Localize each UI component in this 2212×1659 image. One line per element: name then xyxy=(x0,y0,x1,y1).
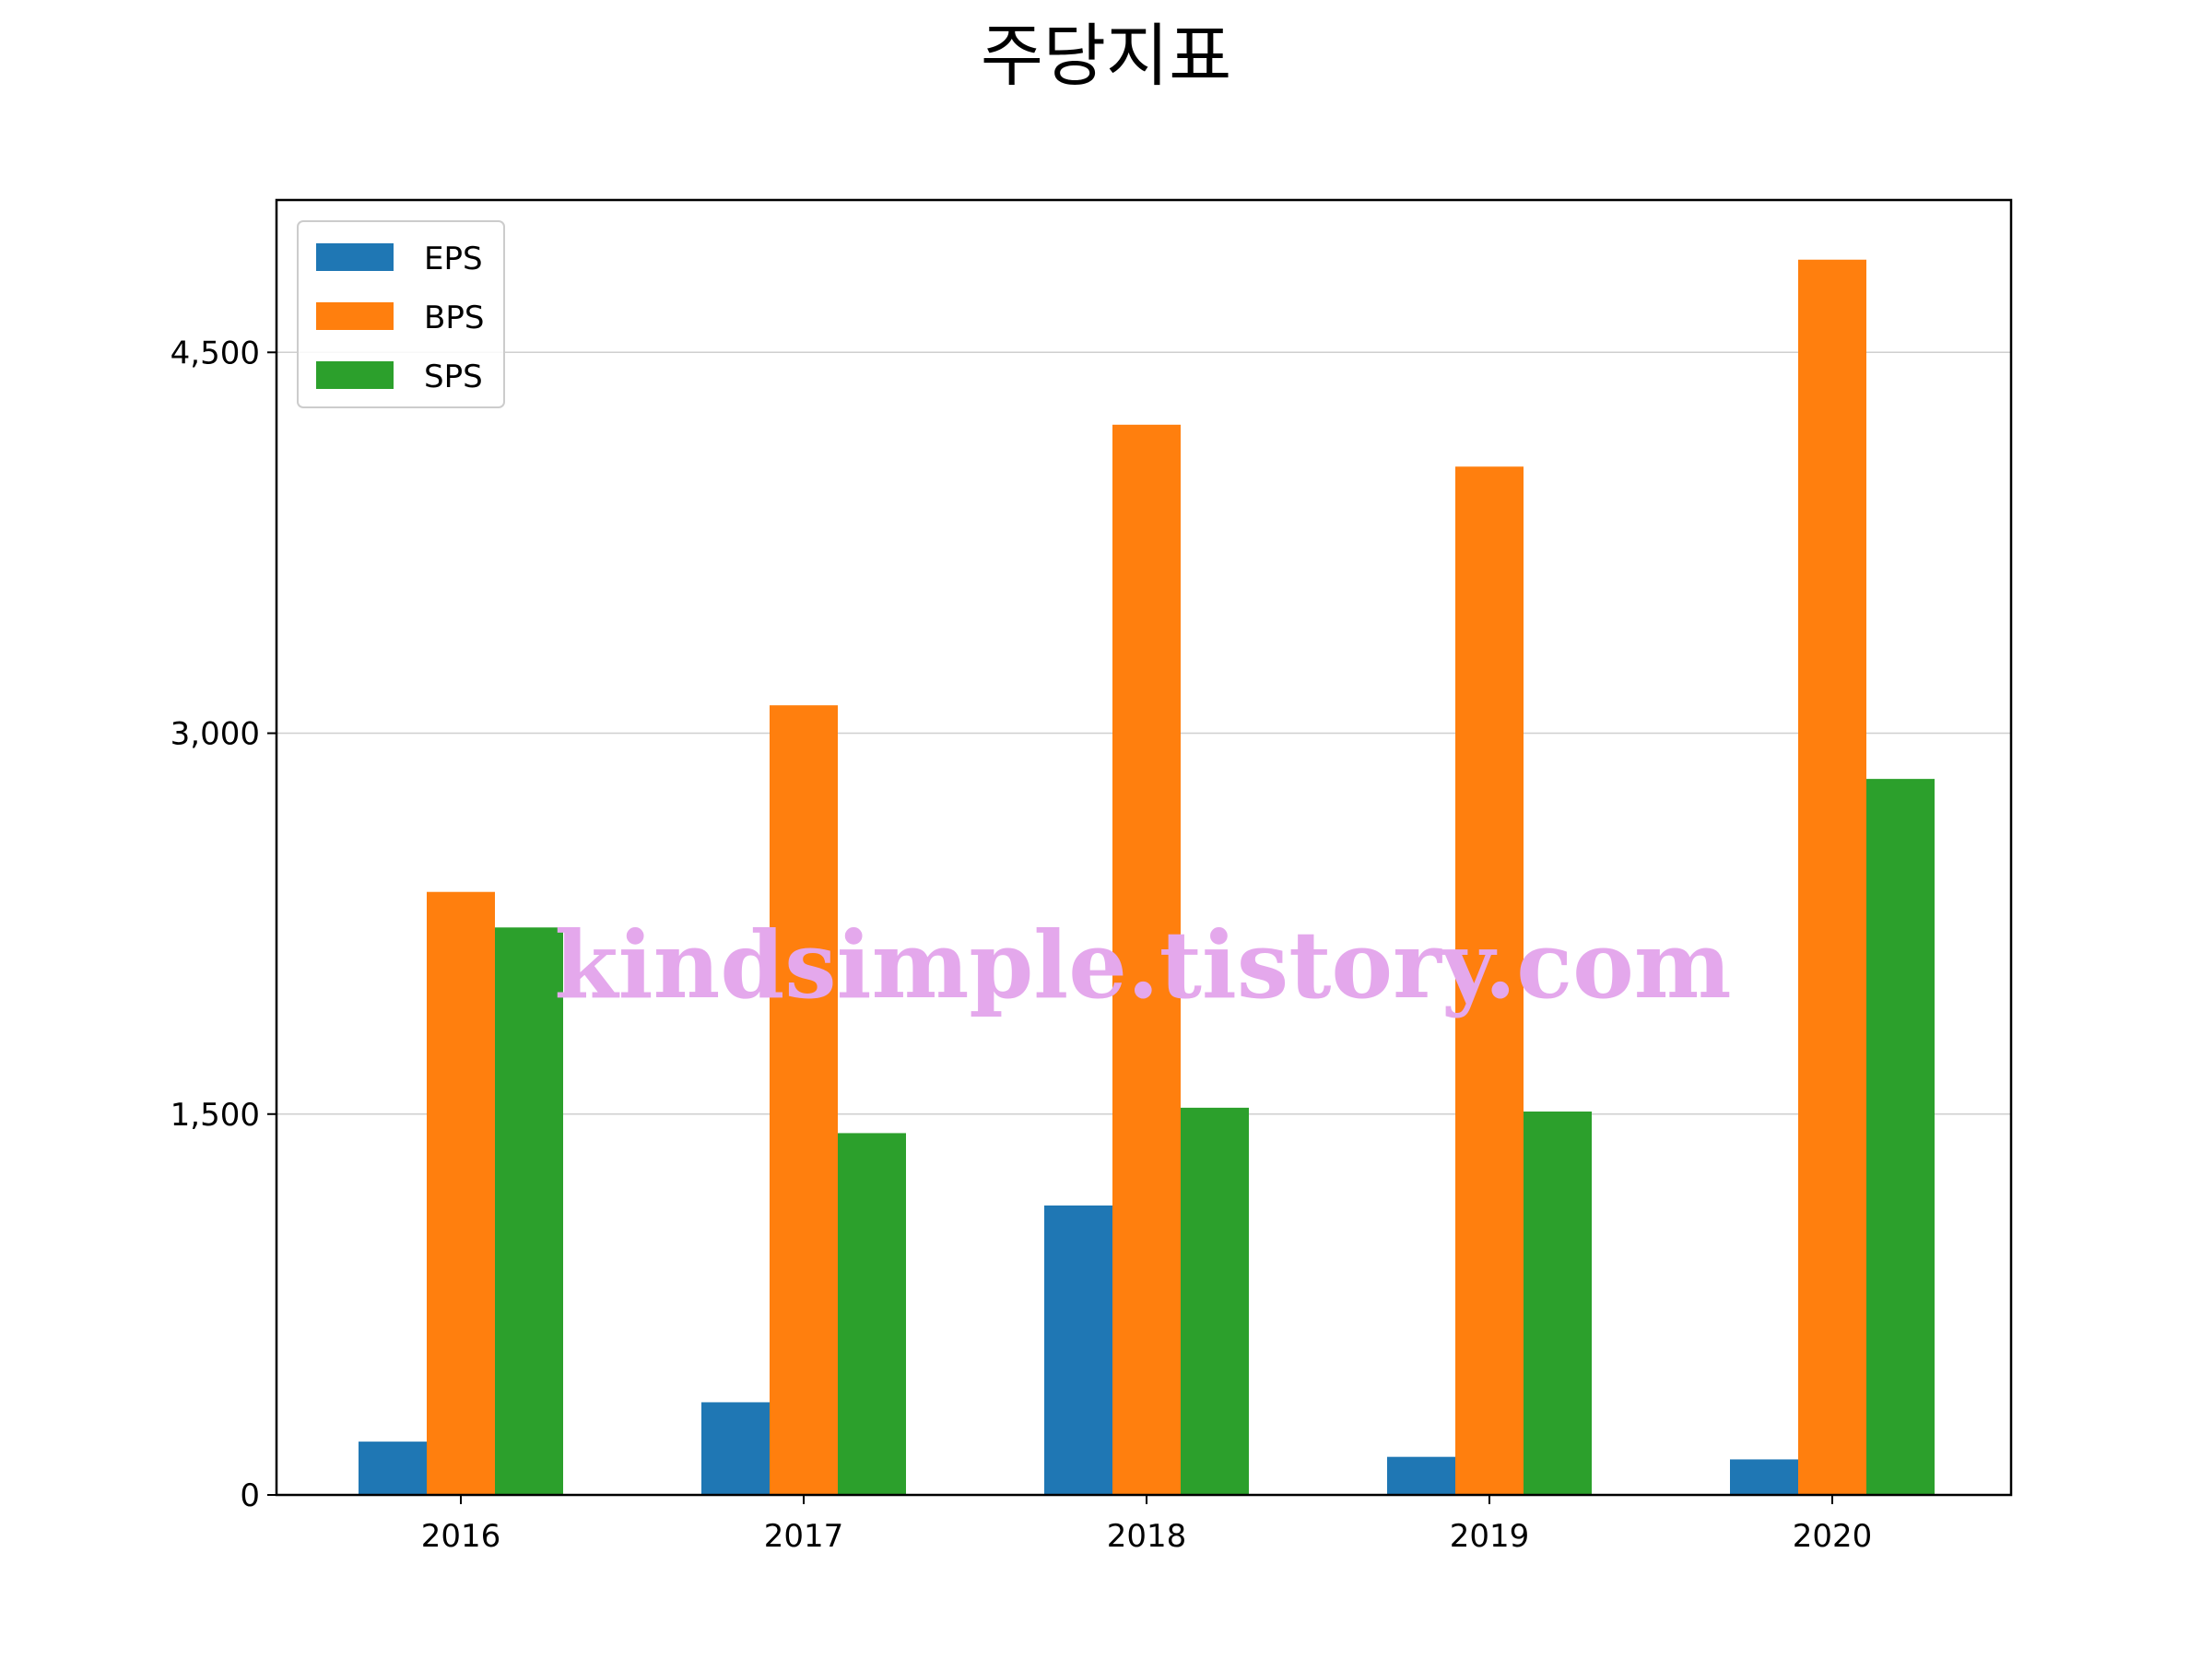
bar-eps-2019 xyxy=(1387,1456,1455,1495)
y-tick-label: 0 xyxy=(240,1477,260,1514)
x-tick-label: 2017 xyxy=(764,1518,844,1555)
bar-eps-2017 xyxy=(701,1402,770,1495)
chart-title: 주당지표 xyxy=(981,17,1231,96)
legend-label-bps: BPS xyxy=(424,300,484,336)
bar-sps-2016 xyxy=(495,927,563,1495)
x-axis: 2016 2017 2018 2019 2020 xyxy=(421,1495,1873,1555)
bar-bps-2018 xyxy=(1112,424,1181,1495)
bar-eps-2016 xyxy=(359,1441,427,1495)
legend-label-eps: EPS xyxy=(424,241,483,277)
bar-sps-2017 xyxy=(838,1133,906,1495)
bar-bps-2016 xyxy=(427,891,495,1495)
x-tick-label: 2019 xyxy=(1450,1518,1530,1555)
bar-sps-2020 xyxy=(1866,779,1935,1495)
plot-area xyxy=(275,198,2013,1497)
x-tick-label: 2020 xyxy=(1793,1518,1873,1555)
x-tick-label: 2018 xyxy=(1107,1518,1187,1555)
y-tick-label: 1,500 xyxy=(171,1097,260,1134)
bar-bps-2017 xyxy=(770,705,838,1495)
bars xyxy=(359,259,1935,1496)
bar-sps-2018 xyxy=(1181,1107,1249,1495)
y-axis: 0 1,500 3,000 4,500 xyxy=(171,335,276,1514)
legend-swatch-bps xyxy=(316,302,394,330)
watermark: kindsimple.tistory.com xyxy=(554,911,1731,1019)
legend-swatch-eps xyxy=(316,243,394,271)
x-tick-label: 2016 xyxy=(421,1518,501,1555)
legend-label-sps: SPS xyxy=(424,359,483,395)
bar-eps-2018 xyxy=(1044,1205,1112,1495)
bar-bps-2020 xyxy=(1798,259,1866,1495)
y-tick-label: 4,500 xyxy=(171,335,260,371)
legend-swatch-sps xyxy=(316,361,394,389)
bar-eps-2020 xyxy=(1730,1459,1798,1495)
y-tick-label: 3,000 xyxy=(171,716,260,753)
bar-bps-2019 xyxy=(1455,466,1524,1496)
bar-sps-2019 xyxy=(1524,1112,1592,1495)
legend: EPS BPS SPS xyxy=(297,220,505,408)
